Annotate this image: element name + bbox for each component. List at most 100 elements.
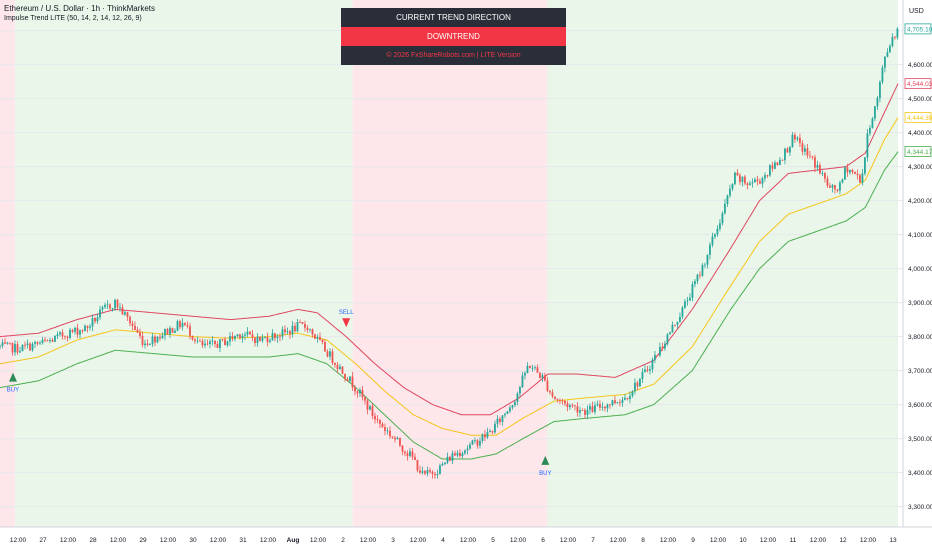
candle-body [231, 336, 234, 339]
x-tick-label: 7 [591, 537, 595, 544]
candle-body [401, 445, 404, 452]
candle-body [379, 419, 381, 424]
candle-body [716, 228, 719, 235]
candle-body [239, 334, 241, 339]
candle-body [776, 162, 779, 165]
x-tick-label: 12:00 [10, 537, 27, 544]
candle-body [171, 327, 174, 333]
candle-body [576, 406, 579, 413]
candle-body [596, 404, 599, 406]
candle-body [176, 321, 179, 331]
candle-body [134, 325, 136, 330]
candle-body [44, 339, 46, 341]
candle-body [31, 343, 34, 351]
trend-panel-state: DOWNTREND [341, 27, 566, 46]
candle-body [741, 176, 744, 182]
x-tick-label: 11 [790, 537, 797, 544]
price-tag-text-lower: 4,344.17 [907, 149, 932, 156]
candle-body [759, 181, 761, 184]
candle-body [639, 378, 641, 387]
candle-body [446, 456, 449, 463]
candle-body [504, 413, 506, 416]
x-tick-label: 29 [139, 537, 147, 544]
candle-body [756, 179, 759, 182]
candle-body [834, 185, 836, 190]
candle-body [646, 369, 649, 371]
candle-body [101, 307, 104, 310]
x-tick-label: 9 [691, 537, 695, 544]
candle-body [599, 404, 601, 408]
candle-body [744, 176, 746, 184]
candle-body [306, 327, 309, 330]
time-axis-bg [0, 527, 932, 550]
candle-body [214, 340, 216, 345]
x-tick-label: 12:00 [860, 537, 877, 544]
candle-body [411, 451, 414, 457]
candle-body [286, 331, 289, 333]
candle-body [344, 373, 346, 379]
candle-body [869, 127, 871, 134]
candle-body [89, 326, 91, 328]
candle-body [14, 344, 16, 353]
candle-body [726, 195, 729, 204]
price-axis-bg [903, 0, 932, 550]
candle-body [184, 322, 186, 325]
candle-body [206, 343, 209, 345]
candle-body [121, 307, 124, 315]
candle-body [451, 453, 454, 461]
regime-zone-bear [0, 0, 16, 527]
candle-body [441, 464, 444, 466]
candle-body [46, 340, 49, 342]
y-tick-label: 4,600.00 [908, 62, 932, 69]
candle-body [396, 437, 399, 440]
candle-body [701, 264, 704, 276]
candle-body [264, 336, 266, 338]
candle-body [109, 304, 111, 309]
candle-body [104, 304, 106, 308]
sell-signal-arrow [342, 318, 351, 328]
candle-body [124, 312, 126, 315]
candle-body [361, 389, 364, 398]
x-tick-label: 6 [541, 537, 545, 544]
y-tick-label: 3,400.00 [908, 470, 932, 477]
candle-body [514, 401, 516, 406]
candle-body [194, 339, 196, 341]
candle-body [709, 244, 711, 255]
candle-body [601, 406, 604, 408]
candle-body [371, 406, 374, 416]
candle-body [221, 339, 224, 341]
candle-body [449, 456, 451, 461]
candle-body [339, 366, 341, 370]
candle-body [61, 332, 64, 337]
candle-body [704, 264, 706, 266]
candle-body [464, 450, 466, 454]
candle-body [376, 419, 379, 421]
x-tick-label: 12:00 [110, 537, 127, 544]
regime-zone-bear [352, 0, 548, 527]
candle-body [126, 312, 129, 317]
candle-body [191, 335, 194, 340]
candle-body [406, 453, 409, 456]
candle-body [824, 173, 826, 179]
candle-body [669, 332, 671, 335]
candle-body [666, 334, 669, 344]
candle-body [739, 175, 741, 182]
candle-body [369, 406, 371, 410]
x-tick-label: Aug [287, 537, 300, 544]
candle-body [244, 334, 246, 336]
candle-body [36, 342, 39, 344]
candle-body [39, 342, 41, 344]
y-tick-label: 4,500.00 [908, 96, 932, 103]
x-tick-label: 12:00 [660, 537, 677, 544]
candle-body [591, 406, 594, 413]
candle-body [224, 339, 226, 346]
candle-body [459, 452, 461, 457]
candle-body [356, 391, 359, 394]
x-tick-label: 12 [839, 537, 847, 544]
candle-body [1, 342, 4, 346]
candle-body [619, 402, 621, 404]
buy-signal-label: BUY [7, 388, 19, 394]
candle-body [889, 45, 891, 53]
candle-body [164, 329, 166, 336]
